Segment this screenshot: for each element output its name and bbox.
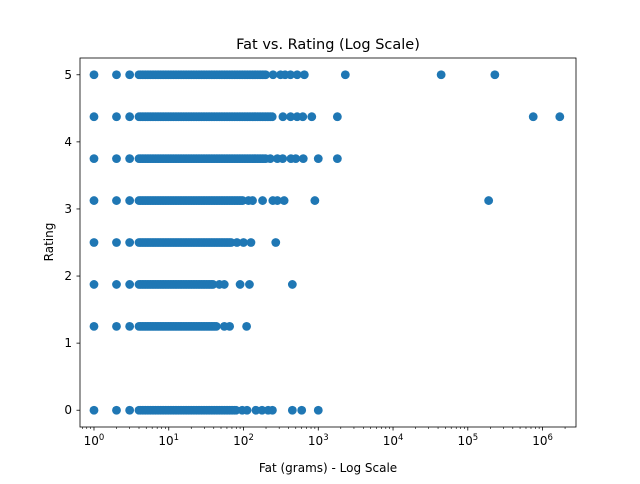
y-tick-label: 0 <box>64 403 72 417</box>
data-point <box>235 280 245 289</box>
data-point <box>245 280 254 289</box>
x-tick-label: 106 <box>532 433 553 448</box>
data-point <box>484 196 494 205</box>
data-point <box>555 112 565 122</box>
x-tick-label: 102 <box>233 433 254 448</box>
data-point <box>125 154 135 164</box>
data-point <box>528 112 538 122</box>
y-tick-label: 2 <box>64 269 72 283</box>
y-axis: 0 1 2 3 4 5 <box>64 68 80 417</box>
data-point <box>291 154 301 164</box>
x-axis: 100 101 102 103 104 105 106 <box>82 427 566 448</box>
data-point <box>286 112 296 122</box>
data-point <box>287 405 297 415</box>
data-point <box>89 112 99 122</box>
data-point <box>89 154 99 164</box>
data-point <box>89 405 99 415</box>
data-point <box>112 280 121 289</box>
data-point <box>268 70 278 80</box>
plot-frame <box>79 57 577 428</box>
data-point <box>278 112 288 122</box>
x-tick-label: 104 <box>383 433 404 448</box>
data-point <box>248 196 257 205</box>
y-axis-label: Rating <box>42 223 56 262</box>
data-point <box>125 321 135 331</box>
data-point <box>125 238 135 247</box>
data-point <box>313 154 323 164</box>
x-tick-label: 100 <box>84 433 105 448</box>
data-point <box>298 154 308 164</box>
points-layer <box>89 70 565 415</box>
data-point <box>219 280 229 289</box>
data-point <box>297 405 307 415</box>
data-point <box>267 112 277 122</box>
data-point <box>125 405 135 415</box>
data-point <box>265 154 275 164</box>
x-axis-label: Fat (grams) - Log Scale <box>259 461 397 475</box>
data-point <box>208 280 218 289</box>
data-point <box>251 405 261 415</box>
data-point <box>89 238 99 247</box>
y-tick-label: 5 <box>64 68 72 82</box>
x-tick-label: 103 <box>308 433 329 448</box>
data-point <box>287 280 297 289</box>
data-point <box>292 70 302 80</box>
data-point <box>307 112 317 122</box>
data-point <box>125 70 135 80</box>
y-tick-label: 4 <box>64 135 72 149</box>
data-point <box>298 112 308 122</box>
data-point <box>268 405 277 415</box>
data-point <box>239 238 248 247</box>
data-point <box>112 321 121 331</box>
data-point <box>112 112 121 122</box>
data-point <box>89 70 99 80</box>
data-point <box>125 196 135 205</box>
data-point <box>332 154 342 164</box>
data-point <box>225 321 235 331</box>
data-point <box>257 405 267 415</box>
data-point <box>112 154 121 164</box>
x-tick-label: 105 <box>457 433 478 448</box>
data-point <box>231 405 241 415</box>
data-point <box>258 196 267 205</box>
data-point <box>89 196 99 205</box>
data-point <box>125 112 135 122</box>
data-point <box>246 238 256 247</box>
data-point <box>340 70 350 80</box>
y-tick-label: 3 <box>64 202 72 216</box>
data-point <box>286 70 295 80</box>
data-point <box>211 321 221 331</box>
data-point <box>313 405 323 415</box>
data-point <box>310 196 320 205</box>
chart-title: Fat vs. Rating (Log Scale) <box>236 37 420 53</box>
data-point <box>242 405 252 415</box>
data-point <box>261 70 271 80</box>
data-point <box>232 238 242 247</box>
data-point <box>89 280 99 289</box>
data-point <box>112 238 121 247</box>
y-tick-label: 1 <box>64 336 72 350</box>
data-point <box>299 70 309 80</box>
data-point <box>112 196 121 205</box>
data-point <box>125 280 135 289</box>
data-point <box>112 405 121 415</box>
data-point <box>89 321 99 331</box>
x-tick-label: 101 <box>158 433 179 448</box>
data-point <box>271 238 281 247</box>
data-point <box>436 70 446 80</box>
data-point <box>279 196 289 205</box>
data-point <box>272 196 282 205</box>
data-point <box>490 70 500 80</box>
data-point <box>242 321 252 331</box>
data-point <box>332 112 342 122</box>
data-point <box>278 154 288 164</box>
data-point <box>112 70 121 80</box>
